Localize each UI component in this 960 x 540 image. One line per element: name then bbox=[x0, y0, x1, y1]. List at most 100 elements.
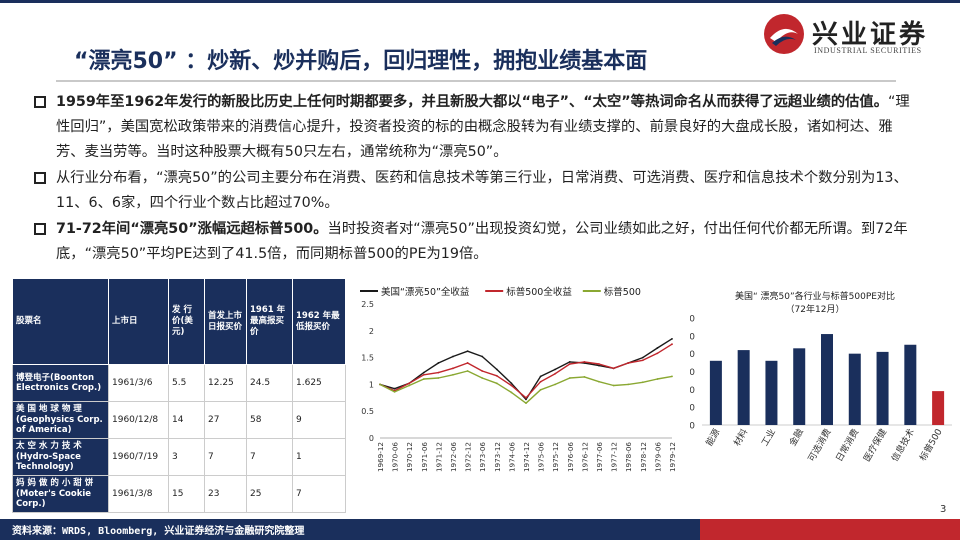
footer-accent bbox=[700, 519, 960, 540]
series-point bbox=[671, 338, 673, 340]
series-point bbox=[452, 367, 454, 369]
y-tick-label: 40 bbox=[690, 350, 695, 360]
x-tick-label: 1973-06 bbox=[478, 442, 487, 472]
table-cell: 5.5 bbox=[169, 365, 205, 402]
x-tick-label: 1977-06 bbox=[595, 442, 604, 472]
series-point bbox=[627, 362, 629, 364]
category-label: 材料 bbox=[731, 427, 750, 449]
series-point bbox=[525, 402, 527, 404]
series-line bbox=[380, 339, 672, 400]
bar bbox=[710, 361, 722, 425]
series-point bbox=[525, 399, 527, 401]
series-point bbox=[423, 374, 425, 376]
table-cell: 23 bbox=[205, 476, 247, 513]
y-tick-label: 2.5 bbox=[361, 300, 374, 309]
table-header-cell: 首发上市日报买价 bbox=[205, 279, 247, 365]
logo-mark-icon bbox=[762, 12, 806, 56]
bar bbox=[821, 334, 833, 425]
series-point bbox=[496, 368, 498, 370]
x-tick-label: 1977-12 bbox=[610, 442, 619, 472]
top-rule bbox=[0, 0, 960, 3]
series-point bbox=[598, 381, 600, 383]
series-point bbox=[671, 343, 673, 345]
bar bbox=[932, 391, 944, 425]
series-point bbox=[584, 361, 586, 363]
series-point bbox=[467, 350, 469, 352]
series-point bbox=[642, 381, 644, 383]
x-tick-label: 1975-12 bbox=[551, 442, 560, 472]
table-cell: 58 bbox=[247, 402, 293, 439]
x-tick-label: 1972-12 bbox=[464, 442, 473, 472]
table-cell-name: 美 国 地 球 物 理 (Geophysics Corp. of America… bbox=[13, 402, 109, 439]
series-point bbox=[496, 382, 498, 384]
legend-label: 标普500全收益 bbox=[506, 286, 572, 298]
category-label: 标普500 bbox=[917, 426, 945, 463]
table-cell: 9 bbox=[293, 402, 346, 439]
table-row: 妈 妈 做 的 小 甜 饼 (Moter's Cookie Corp.) 196… bbox=[13, 476, 346, 513]
table-cell: 1 bbox=[293, 439, 346, 476]
bar bbox=[793, 348, 805, 425]
table-row: 太 空 水 力 技 术 (Hydro-Space Technology) 196… bbox=[13, 439, 346, 476]
series-point bbox=[554, 373, 556, 375]
table-cell-name: 妈 妈 做 的 小 甜 饼 (Moter's Cookie Corp.) bbox=[13, 476, 109, 513]
table-cell: 15 bbox=[169, 476, 205, 513]
bullet-item: 从行业分布看，“漂亮50”的公司主要分布在消费、医药和信息技术等第三行业，日常消… bbox=[34, 166, 914, 216]
series-point bbox=[438, 372, 440, 374]
series-point bbox=[525, 397, 527, 399]
slide-title: “漂亮50” ：炒新、炒并购后，回归理性，拥抱业绩基本面 bbox=[74, 43, 647, 75]
series-point bbox=[657, 378, 659, 380]
y-tick-label: 50 bbox=[690, 332, 695, 342]
footer-bar: 资料来源：WRDS, Bloomberg, 兴业证券经济与金融研究院整理 bbox=[0, 519, 960, 540]
brand-logo: 兴业证券 INDUSTRIAL SECURITIES bbox=[762, 10, 952, 62]
series-point bbox=[642, 359, 644, 361]
series-point bbox=[481, 356, 483, 358]
table-header-cell: 1962 年最低报买价 bbox=[293, 279, 346, 365]
y-tick-label: 10 bbox=[690, 404, 695, 414]
y-tick-label: 20 bbox=[690, 386, 695, 396]
series-point bbox=[408, 385, 410, 387]
y-tick-label: 2 bbox=[369, 327, 374, 336]
series-point bbox=[657, 347, 659, 349]
category-label: 日常消费 bbox=[833, 427, 861, 464]
series-point bbox=[598, 365, 600, 367]
x-tick-label: 1970-06 bbox=[391, 442, 400, 472]
category-label: 信息技术 bbox=[889, 427, 917, 464]
return-line-chart: 美国“漂亮50”全收益 标普500全收益 标普500 0 0.5 1 1.5 2 2.5 1969… bbox=[350, 278, 680, 540]
x-tick-label: 1976-06 bbox=[566, 442, 575, 472]
x-tick-label: 1970-12 bbox=[405, 442, 414, 472]
x-tick-label: 1971-06 bbox=[420, 442, 429, 472]
bullet-bold-text: 1959年至1962年发行的新股比历史上任何时期都要多，并且新股大都以“电子”、… bbox=[56, 94, 888, 110]
x-tick-label: 1979-06 bbox=[653, 442, 662, 472]
x-tick-label: 1976-12 bbox=[580, 442, 589, 472]
series-point bbox=[511, 392, 513, 394]
ipo-stock-table: 股票名 上市日 发 行 价(美元) 首发上市日报买价 1961 年最高报买价 1… bbox=[12, 278, 346, 513]
bar bbox=[877, 352, 889, 425]
category-label: 金融 bbox=[786, 427, 805, 449]
table-cell: 14 bbox=[169, 402, 205, 439]
x-tick-label: 1978-06 bbox=[624, 442, 633, 472]
brand-name-en: INDUSTRIAL SECURITIES bbox=[814, 46, 922, 55]
table-row: 博登电子(Boonton Electronics Crop.) 1961/3/6… bbox=[13, 365, 346, 402]
return-line-chart-svg: 美国“漂亮50”全收益 标普500全收益 标普500 0 0.5 1 1.5 2 2.5 1969… bbox=[350, 278, 680, 540]
table-header-cell: 1961 年最高报买价 bbox=[247, 279, 293, 365]
legend-label: 标普500 bbox=[604, 286, 641, 298]
table-cell: 27 bbox=[205, 402, 247, 439]
source-note: 资料来源：WRDS, Bloomberg, 兴业证券经济与金融研究院整理 bbox=[12, 522, 304, 537]
y-tick-label: 30 bbox=[690, 368, 695, 378]
bar-chart-subtitle: （72年12月） bbox=[690, 304, 940, 317]
x-tick-label: 1979-12 bbox=[668, 442, 677, 472]
x-tick-label: 1978-12 bbox=[639, 442, 648, 472]
pe-bar-chart-svg: 0102030405060能源材料工业金融可选消费日常消费医疗保健信息技术标普5… bbox=[690, 285, 955, 505]
y-tick-label: 0 bbox=[690, 422, 695, 432]
series-point bbox=[438, 362, 440, 364]
category-label: 工业 bbox=[760, 427, 779, 448]
table-cell: 3 bbox=[169, 439, 205, 476]
series-point bbox=[657, 352, 659, 354]
series-point bbox=[394, 388, 396, 390]
bullet-box-icon bbox=[34, 96, 46, 108]
bar bbox=[765, 361, 777, 425]
bullet-bold-text: 71-72年间“漂亮50”涨幅远超标普500。 bbox=[56, 221, 328, 237]
series-point bbox=[408, 382, 410, 384]
y-tick-label: 1 bbox=[369, 380, 374, 389]
series-point bbox=[423, 372, 425, 374]
